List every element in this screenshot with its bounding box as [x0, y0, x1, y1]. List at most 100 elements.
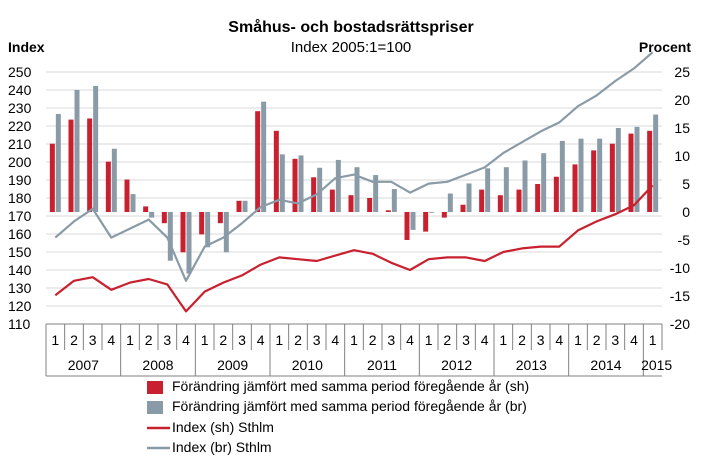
bar-br — [186, 212, 192, 274]
line-index-br — [54, 51, 654, 282]
left-tick-label: 150 — [8, 244, 32, 260]
year-label: 2009 — [217, 357, 248, 373]
quarter-label: 2 — [443, 332, 451, 348]
left-tick-label: 200 — [8, 154, 32, 170]
bar-br — [410, 212, 416, 230]
right-tick-label: 20 — [674, 92, 690, 108]
bar-sh — [236, 200, 242, 212]
legend-swatch — [147, 381, 163, 394]
bar-br — [335, 159, 341, 212]
legend-label: Index (sh) Sthlm — [172, 419, 274, 435]
bar-br — [205, 212, 211, 248]
bar-br — [597, 138, 603, 212]
left-tick-label: 210 — [8, 136, 32, 152]
bar-sh — [404, 212, 410, 240]
bar-br — [615, 128, 621, 212]
bar-sh — [161, 212, 167, 224]
bar-br — [74, 89, 80, 212]
bar-sh — [572, 164, 578, 212]
bar-br — [522, 160, 528, 212]
bar-sh — [647, 130, 653, 212]
legend: Förändring jämfört med samma period före… — [147, 378, 529, 455]
right-tick-label: 5 — [682, 176, 690, 192]
left-tick-label: 110 — [8, 316, 31, 332]
quarter-label: 2 — [294, 332, 302, 348]
bar-sh — [292, 158, 298, 212]
quarter-label: 4 — [630, 332, 638, 348]
bar-sh — [591, 150, 597, 212]
quarter-label: 3 — [387, 332, 395, 348]
quarter-label: 3 — [238, 332, 246, 348]
left-tick-label: 130 — [8, 280, 32, 296]
left-tick-label: 160 — [8, 226, 32, 242]
bar-sh — [49, 143, 55, 212]
right-tick-label: -15 — [670, 288, 690, 304]
bar-sh — [367, 198, 373, 212]
quarter-label: 3 — [462, 332, 470, 348]
bar-br — [55, 114, 61, 212]
right-tick-label: 0 — [682, 204, 690, 220]
bar-br — [373, 175, 379, 212]
quarter-label: 2 — [593, 332, 601, 348]
bar-sh — [143, 206, 149, 212]
left-axis-title: Index — [8, 39, 45, 55]
quarter-label: 2 — [369, 332, 377, 348]
legend-label: Index (br) Sthlm — [172, 439, 272, 455]
left-tick-label: 220 — [8, 118, 32, 134]
bar-sh — [68, 119, 74, 212]
right-tick-label: -20 — [670, 316, 690, 332]
year-label: 2012 — [441, 357, 472, 373]
quarter-label: 1 — [275, 332, 283, 348]
bar-sh — [609, 143, 615, 212]
right-tick-label: -10 — [670, 260, 690, 276]
left-tick-label: 190 — [8, 172, 32, 188]
chart-title: Småhus- och bostadsrättspriser — [228, 18, 473, 36]
chart-subtitle: Index 2005:1=100 — [291, 39, 412, 56]
bar-sh — [479, 189, 485, 212]
left-tick-label: 250 — [8, 64, 32, 80]
bar-sh — [460, 204, 466, 212]
left-tick-label: 140 — [8, 262, 32, 278]
bar-sh — [124, 179, 130, 212]
legend-label: Förändring jämfört med samma period före… — [172, 378, 529, 394]
left-tick-label: 120 — [8, 298, 32, 314]
bar-sh — [180, 212, 186, 253]
bar-br — [279, 154, 285, 212]
quarter-label: 1 — [649, 332, 657, 348]
line-index-sh — [54, 184, 654, 313]
quarter-label: 2 — [518, 332, 526, 348]
gridlines — [46, 71, 662, 325]
quarter-label: 4 — [331, 332, 339, 348]
quarter-label: 3 — [89, 332, 97, 348]
quarter-label: 4 — [107, 332, 115, 348]
bar-sh — [553, 176, 559, 212]
bar-br — [466, 183, 472, 212]
bar-br — [653, 114, 659, 212]
quarter-label: 3 — [611, 332, 619, 348]
legend-label: Förändring jämfört med samma period före… — [172, 398, 527, 414]
bar-br — [93, 86, 99, 212]
year-label: 2010 — [292, 357, 323, 373]
bar-sh — [199, 212, 205, 235]
bar-sh — [441, 212, 447, 218]
left-tick-label: 240 — [8, 82, 32, 98]
quarter-label: 4 — [182, 332, 190, 348]
left-tick-label: 180 — [8, 190, 32, 206]
bar-br — [391, 189, 397, 212]
bar-br — [447, 193, 453, 212]
bar-br — [298, 155, 304, 212]
left-tick-label: 170 — [8, 208, 32, 224]
quarter-label: 2 — [70, 332, 78, 348]
year-label: 2007 — [68, 357, 99, 373]
bar-sh — [497, 195, 503, 212]
right-tick-label: 10 — [674, 148, 690, 164]
bar-br — [578, 138, 584, 212]
year-label: 2008 — [142, 357, 173, 373]
bar-sh — [255, 111, 261, 212]
bar-sh — [105, 161, 111, 212]
quarter-label: 1 — [126, 332, 134, 348]
quarter-label: 2 — [145, 332, 153, 348]
bar-br — [167, 212, 173, 261]
right-axis-title: Procent — [639, 39, 691, 55]
